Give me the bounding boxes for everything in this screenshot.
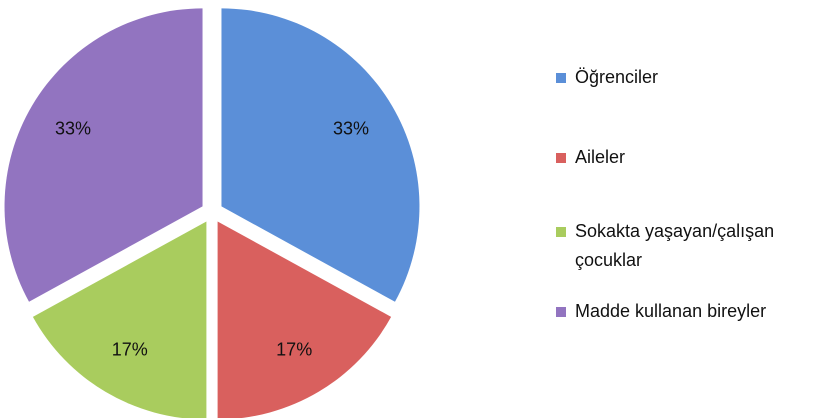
legend-label: Madde kullanan bireyler: [575, 301, 766, 321]
pie-slice: [32, 221, 207, 418]
slice-label: 33%: [333, 119, 369, 139]
legend-label: Sokakta yaşayan/çalışan çocuklar: [575, 221, 779, 270]
slice-label: 33%: [55, 119, 91, 139]
slice-label: 17%: [112, 340, 148, 360]
legend-swatch: [556, 153, 566, 163]
pie-slice: [4, 8, 203, 302]
legend-swatch: [556, 307, 566, 317]
slice-label: 17%: [276, 340, 312, 360]
legend-swatch: [556, 73, 566, 83]
legend-swatch: [556, 227, 566, 237]
pie-slice: [221, 8, 420, 302]
pie-slice: [217, 221, 392, 418]
legend-label: Aileler: [575, 147, 625, 167]
legend-label: Öğrenciler: [575, 67, 658, 87]
